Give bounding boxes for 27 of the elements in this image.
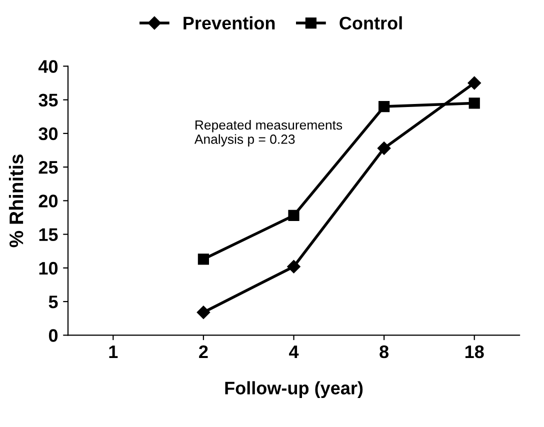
point <box>377 142 391 155</box>
point <box>468 76 481 90</box>
y-tick-label: 20 <box>38 194 58 208</box>
point <box>287 260 300 274</box>
x-axis-title: Follow-up (year) <box>225 381 363 398</box>
x-tick-label: 4 <box>289 346 299 358</box>
legend-label: Control <box>340 16 402 30</box>
y-tick-label: 35 <box>38 94 58 107</box>
y-tick-label: 10 <box>39 262 58 275</box>
point <box>288 210 300 222</box>
y-tick-label: 0 <box>48 329 58 342</box>
y-tick-label: 15 <box>39 228 58 242</box>
x-tick-label: 2 <box>199 345 208 358</box>
x-tick-label: 8 <box>380 345 389 358</box>
y-axis-title: % Rhinitis <box>8 154 24 248</box>
annotation: Repeated measurements Analysis p = 0.23 <box>194 120 342 146</box>
point <box>196 306 210 319</box>
y-tick-label: 5 <box>48 296 58 308</box>
x-tick-label: 18 <box>465 345 484 358</box>
point <box>198 254 210 265</box>
x-tick-label: 1 <box>109 346 118 358</box>
point <box>378 100 390 112</box>
point <box>468 98 480 109</box>
y-tick-label: 25 <box>38 161 58 174</box>
y-tick-label: 40 <box>38 60 58 73</box>
legend-label: Prevention <box>184 16 275 30</box>
y-tick-label: 30 <box>38 127 58 140</box>
